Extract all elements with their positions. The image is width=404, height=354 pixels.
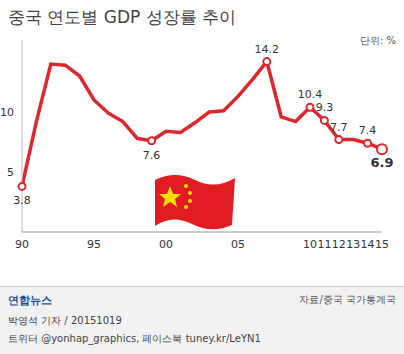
svg-text:5: 5 xyxy=(7,166,14,179)
svg-text:13: 13 xyxy=(346,238,360,251)
html-text:단위: %: 단위: % xyxy=(359,35,396,46)
svg-text:90: 90 xyxy=(15,238,29,251)
html-text:중국 연도별 GDP 성장률 추이: 중국 연도별 GDP 성장률 추이 xyxy=(8,7,237,27)
svg-text:10: 10 xyxy=(303,238,317,251)
svg-text:95: 95 xyxy=(87,238,101,251)
svg-text:10.4: 10.4 xyxy=(298,88,323,101)
svg-text:14.2: 14.2 xyxy=(255,43,280,56)
svg-text:12: 12 xyxy=(332,238,346,251)
svg-text:15: 15 xyxy=(375,238,389,251)
svg-text:10: 10 xyxy=(0,106,14,119)
html-text:트위터 @yonhap_graphics, 페이스북 tun: 트위터 @yonhap_graphics, 페이스북 tuney.kr/LeYN… xyxy=(8,333,261,344)
svg-text:6.9: 6.9 xyxy=(370,155,393,170)
svg-text:7.4: 7.4 xyxy=(359,124,377,137)
svg-text:9.3: 9.3 xyxy=(316,101,334,114)
html-text:연합뉴스: 연합뉴스 xyxy=(8,294,52,307)
svg-text:14: 14 xyxy=(361,238,375,251)
svg-text:3.8: 3.8 xyxy=(13,194,31,207)
html-text:자료/중국 국가통계국: 자료/중국 국가통계국 xyxy=(299,294,396,305)
svg-text:7.7: 7.7 xyxy=(330,121,348,134)
svg-text:11: 11 xyxy=(317,238,331,251)
svg-text:05: 05 xyxy=(231,238,245,251)
svg-text:00: 00 xyxy=(159,238,173,251)
svg-text:7.6: 7.6 xyxy=(143,149,161,162)
html-text:박영석 기자 / 20151019: 박영석 기자 / 20151019 xyxy=(8,315,122,326)
